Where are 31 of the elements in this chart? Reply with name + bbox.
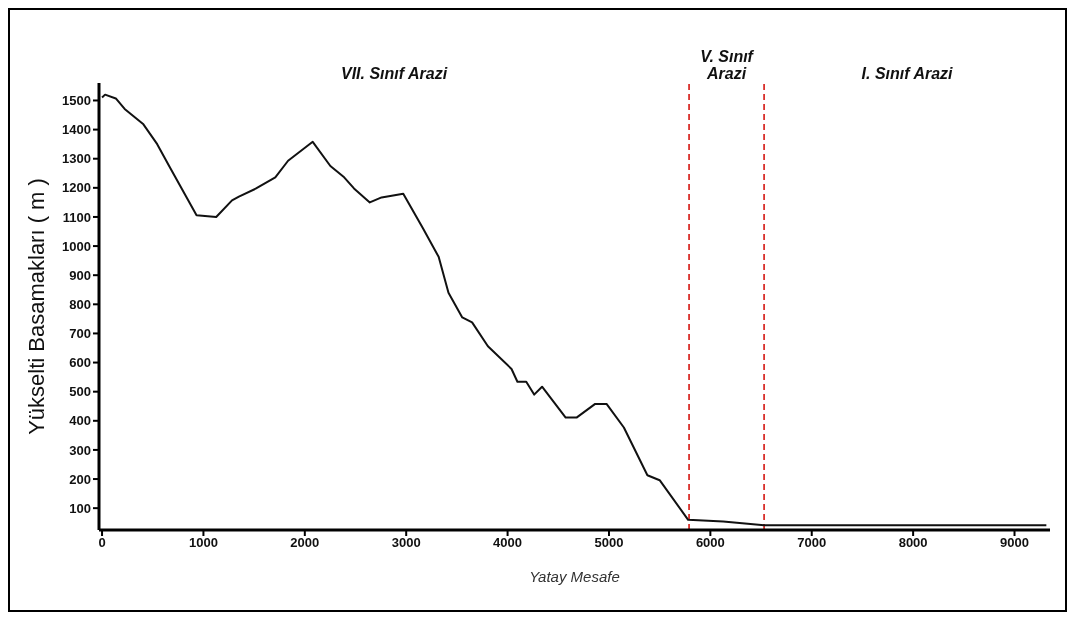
y-axis-title: Yükselti Basamakları ( m ): [23, 178, 49, 435]
x-tick-label: 9000: [1000, 535, 1029, 551]
y-tick-label: 1000: [62, 238, 91, 254]
x-tick-label: 8000: [898, 535, 928, 551]
y-tick-label: 900: [69, 267, 91, 283]
x-tick-label: 3000: [391, 535, 421, 551]
y-tick-label: 400: [69, 413, 91, 429]
y-tick-label: 1200: [62, 180, 91, 196]
y-tick-label: 1100: [62, 209, 91, 225]
x-tick-label: 6000: [695, 535, 725, 551]
y-tick-label: 1400: [62, 122, 91, 138]
text: VII. Sınıf Arazi: [340, 65, 448, 83]
x-tick-label: 4000: [493, 535, 523, 551]
y-tick-label: 200: [69, 471, 91, 487]
x-tick-label: 1000: [188, 535, 218, 551]
text: I. Sınıf Arazi: [861, 65, 954, 83]
line-series: [101, 93, 1048, 527]
y-tick-label: 700: [69, 326, 91, 342]
x-tick-label: 5000: [594, 535, 624, 551]
y-tick-label: 100: [69, 500, 91, 516]
x-tick-label: 7000: [797, 535, 827, 551]
y-tick-label: 800: [69, 296, 91, 312]
y-tick-label: 300: [69, 442, 91, 458]
x-tick-label: 2000: [290, 535, 320, 551]
text: V. Sınıf Arazi: [700, 48, 755, 83]
x-axis-title: Yatay Mesafe: [529, 568, 620, 585]
x-tick-label: 0: [98, 535, 106, 551]
y-tick-label: 600: [69, 355, 91, 371]
y-tick-label: 1300: [62, 151, 91, 167]
y-tick-label: 500: [69, 384, 91, 400]
y-tick-label: 1500: [62, 93, 91, 109]
